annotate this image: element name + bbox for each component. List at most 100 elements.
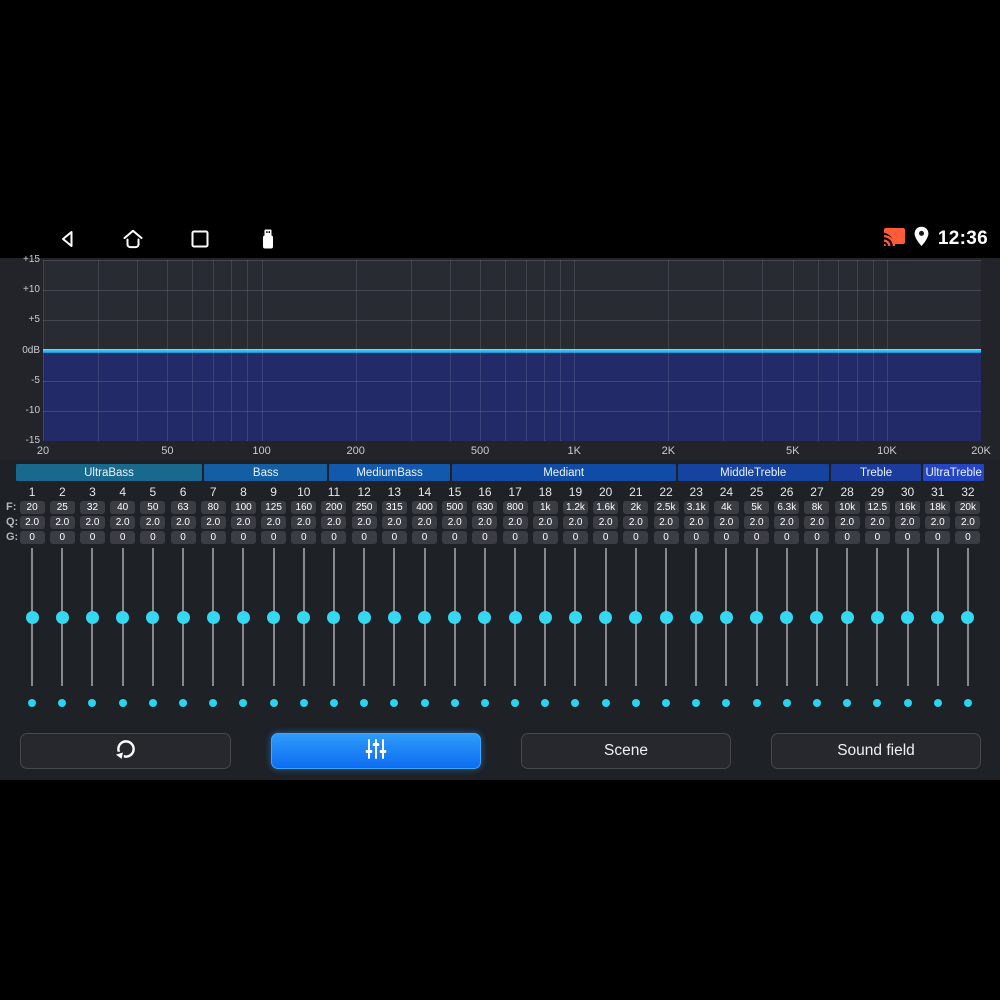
q-value[interactable]: 2.0 [79,516,105,529]
frequency-value[interactable]: 630 [472,501,498,514]
slider-handle[interactable] [689,610,703,624]
q-value[interactable]: 2.0 [110,516,136,529]
frequency-value[interactable]: 5k [744,501,770,514]
q-value[interactable]: 2.0 [472,516,498,529]
gain-value[interactable]: 0 [562,531,588,544]
gain-slider[interactable] [85,548,99,686]
q-value[interactable]: 2.0 [834,516,860,529]
gain-value[interactable]: 0 [381,531,407,544]
gain-value[interactable]: 0 [925,531,951,544]
channel-indicator-dot[interactable] [903,699,912,707]
channel-indicator-dot[interactable] [299,699,308,707]
channel-indicator-dot[interactable] [812,699,821,707]
channel-indicator-dot[interactable] [118,699,127,707]
channel-indicator-dot[interactable] [963,699,972,707]
gain-value[interactable]: 0 [713,531,739,544]
slider-handle[interactable] [206,610,220,624]
slider-handle[interactable] [267,610,281,624]
slider-handle[interactable] [599,610,613,624]
q-value[interactable]: 2.0 [925,516,951,529]
frequency-value[interactable]: 3.1k [683,501,709,514]
slider-handle[interactable] [146,610,160,624]
q-value[interactable]: 2.0 [713,516,739,529]
q-value[interactable]: 2.0 [653,516,679,529]
gain-slider[interactable] [327,548,341,686]
gain-value[interactable]: 0 [442,531,468,544]
channel-indicator-dot[interactable] [843,699,852,707]
gain-slider[interactable] [750,548,764,686]
gain-slider[interactable] [719,548,733,686]
channel-indicator-dot[interactable] [360,699,369,707]
q-value[interactable]: 2.0 [351,516,377,529]
frequency-value[interactable]: 6.3k [774,501,800,514]
gain-slider[interactable] [599,548,613,686]
frequency-value[interactable]: 160 [291,501,317,514]
slider-handle[interactable] [85,610,99,624]
q-value[interactable]: 2.0 [49,516,75,529]
gain-slider[interactable] [508,548,522,686]
q-value[interactable]: 2.0 [683,516,709,529]
gain-slider[interactable] [478,548,492,686]
q-value[interactable]: 2.0 [291,516,317,529]
band-group-mediant[interactable]: Mediant [451,464,676,481]
frequency-value[interactable]: 8k [804,501,830,514]
frequency-value[interactable]: 100 [230,501,256,514]
gain-value[interactable]: 0 [321,531,347,544]
gain-value[interactable]: 0 [412,531,438,544]
slider-handle[interactable] [568,610,582,624]
gain-value[interactable]: 0 [291,531,317,544]
channel-indicator-dot[interactable] [933,699,942,707]
frequency-value[interactable]: 800 [502,501,528,514]
frequency-value[interactable]: 1.6k [593,501,619,514]
frequency-value[interactable]: 20 [19,501,45,514]
channel-indicator-dot[interactable] [239,699,248,707]
channel-indicator-dot[interactable] [571,699,580,707]
band-group-treble[interactable]: Treble [830,464,922,481]
channel-indicator-dot[interactable] [88,699,97,707]
gain-slider[interactable] [176,548,190,686]
frequency-value[interactable]: 200 [321,501,347,514]
slider-handle[interactable] [931,610,945,624]
gain-value[interactable]: 0 [895,531,921,544]
q-value[interactable]: 2.0 [955,516,981,529]
q-value[interactable]: 2.0 [562,516,588,529]
slider-handle[interactable] [387,610,401,624]
slider-handle[interactable] [750,610,764,624]
gain-slider[interactable] [961,548,975,686]
gain-slider[interactable] [55,548,69,686]
q-value[interactable]: 2.0 [864,516,890,529]
gain-value[interactable]: 0 [864,531,890,544]
gain-slider[interactable] [236,548,250,686]
slider-handle[interactable] [629,610,643,624]
gain-value[interactable]: 0 [532,531,558,544]
gain-value[interactable]: 0 [593,531,619,544]
gain-slider[interactable] [840,548,854,686]
gain-slider[interactable] [810,548,824,686]
gain-value[interactable]: 0 [653,531,679,544]
slider-handle[interactable] [236,610,250,624]
channel-indicator-dot[interactable] [209,699,218,707]
q-value[interactable]: 2.0 [502,516,528,529]
frequency-value[interactable]: 125 [261,501,287,514]
frequency-value[interactable]: 32 [79,501,105,514]
gain-slider[interactable] [448,548,462,686]
slider-handle[interactable] [901,610,915,624]
gain-slider[interactable] [568,548,582,686]
gain-slider[interactable] [538,548,552,686]
gain-value[interactable]: 0 [502,531,528,544]
band-group-ultrabass[interactable]: UltraBass [16,464,203,481]
channel-indicator-dot[interactable] [58,699,67,707]
frequency-value[interactable]: 315 [381,501,407,514]
slider-handle[interactable] [116,610,130,624]
band-group-ultratreble[interactable]: UltraTreble [923,464,985,481]
channel-indicator-dot[interactable] [722,699,731,707]
frequency-value[interactable]: 250 [351,501,377,514]
slider-handle[interactable] [297,610,311,624]
usb-button[interactable] [257,228,279,250]
channel-indicator-dot[interactable] [631,699,640,707]
slider-handle[interactable] [719,610,733,624]
slider-handle[interactable] [961,610,975,624]
home-button[interactable] [122,228,144,250]
q-value[interactable]: 2.0 [895,516,921,529]
frequency-value[interactable]: 10k [834,501,860,514]
